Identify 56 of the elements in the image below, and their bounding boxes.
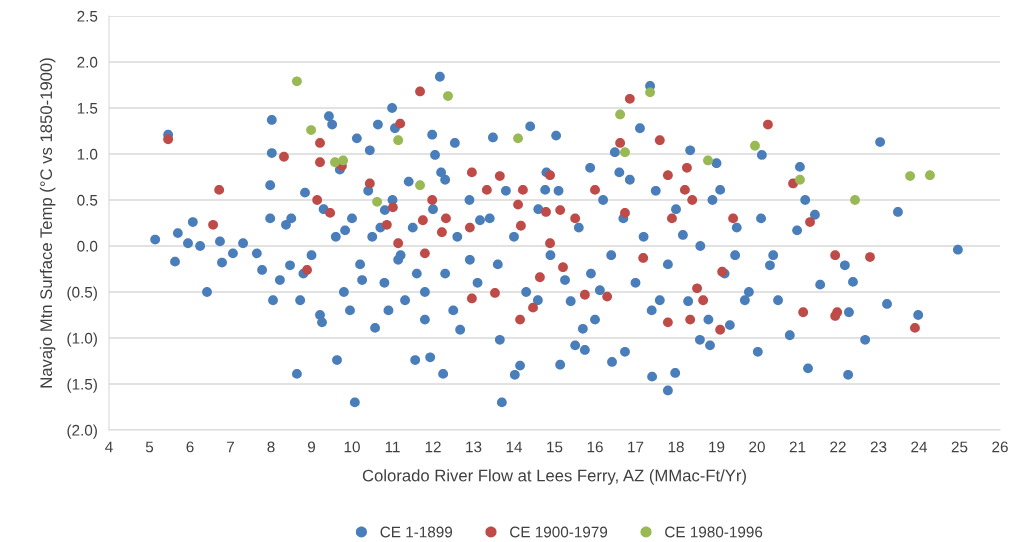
- x-axis-title: Colorado River Flow at Lees Ferry, AZ (MMac-Ft/Yr): [362, 469, 746, 485]
- x-tick-label: 16: [587, 441, 603, 453]
- point: [925, 170, 935, 181]
- y-tick-label: (0.5): [67, 286, 97, 301]
- x-tick-label: 7: [227, 441, 234, 453]
- x-tick-label: 9: [307, 441, 316, 453]
- x-tick-label: 20: [749, 441, 765, 453]
- x-tick-label: 4: [105, 441, 113, 453]
- y-tick-label: 2.0: [77, 56, 98, 68]
- y-tick-label: 2.5: [77, 10, 98, 22]
- y-tick-label: (1.5): [67, 378, 97, 393]
- y-tick-label: (1.0): [67, 332, 97, 347]
- y-tick-label: (2.0): [67, 424, 97, 439]
- point: [415, 180, 425, 191]
- x-tick-label: 25: [951, 441, 968, 453]
- y-axis-title: Navajo Mtn Surface Temp (°C vs 1850-1900): [39, 58, 56, 388]
- x-tick-label: 14: [506, 441, 523, 453]
- legend-label: CE 1980-1996: [665, 526, 763, 538]
- point: [292, 76, 302, 87]
- x-tick-label: 13: [466, 441, 482, 453]
- point: [615, 109, 626, 120]
- point: [306, 125, 316, 135]
- x-tick-label: 23: [870, 441, 887, 453]
- x-tick-label: 8: [267, 441, 275, 453]
- x-tick-label: 17: [628, 441, 644, 453]
- x-tick-label: 19: [709, 441, 725, 453]
- point: [620, 147, 630, 158]
- y-tick-label: 1.5: [77, 103, 98, 114]
- point: [703, 155, 713, 166]
- point: [443, 91, 453, 101]
- x-tick-label: 6: [186, 441, 194, 453]
- point: [338, 155, 348, 166]
- x-tick-label: 15: [547, 441, 563, 453]
- y-tick-label: 1.0: [77, 148, 98, 160]
- x-tick-label: 21: [789, 441, 806, 453]
- y-tick-label: 0.5: [77, 194, 98, 206]
- point: [850, 195, 860, 205]
- point: [750, 140, 760, 151]
- legend-label: CE 1900-1979: [510, 526, 608, 538]
- x-tick-label: 5: [145, 441, 154, 453]
- legend-label: CE 1-1899: [380, 526, 453, 538]
- point: [645, 87, 655, 98]
- x-tick-label: 12: [425, 441, 441, 453]
- point: [795, 174, 805, 185]
- x-tick-label: 22: [830, 441, 846, 453]
- point: [513, 133, 523, 144]
- point: [393, 135, 404, 146]
- y-tick-label: 0.0: [77, 240, 98, 252]
- x-tick-label: 18: [668, 441, 684, 453]
- x-tick-label: 24: [911, 441, 928, 453]
- x-tick-label: 10: [344, 441, 360, 453]
- point: [372, 196, 383, 207]
- x-tick-label: 11: [385, 441, 400, 453]
- point: [905, 171, 915, 181]
- x-tick-label: 26: [992, 441, 1008, 453]
- point: [330, 157, 340, 168]
